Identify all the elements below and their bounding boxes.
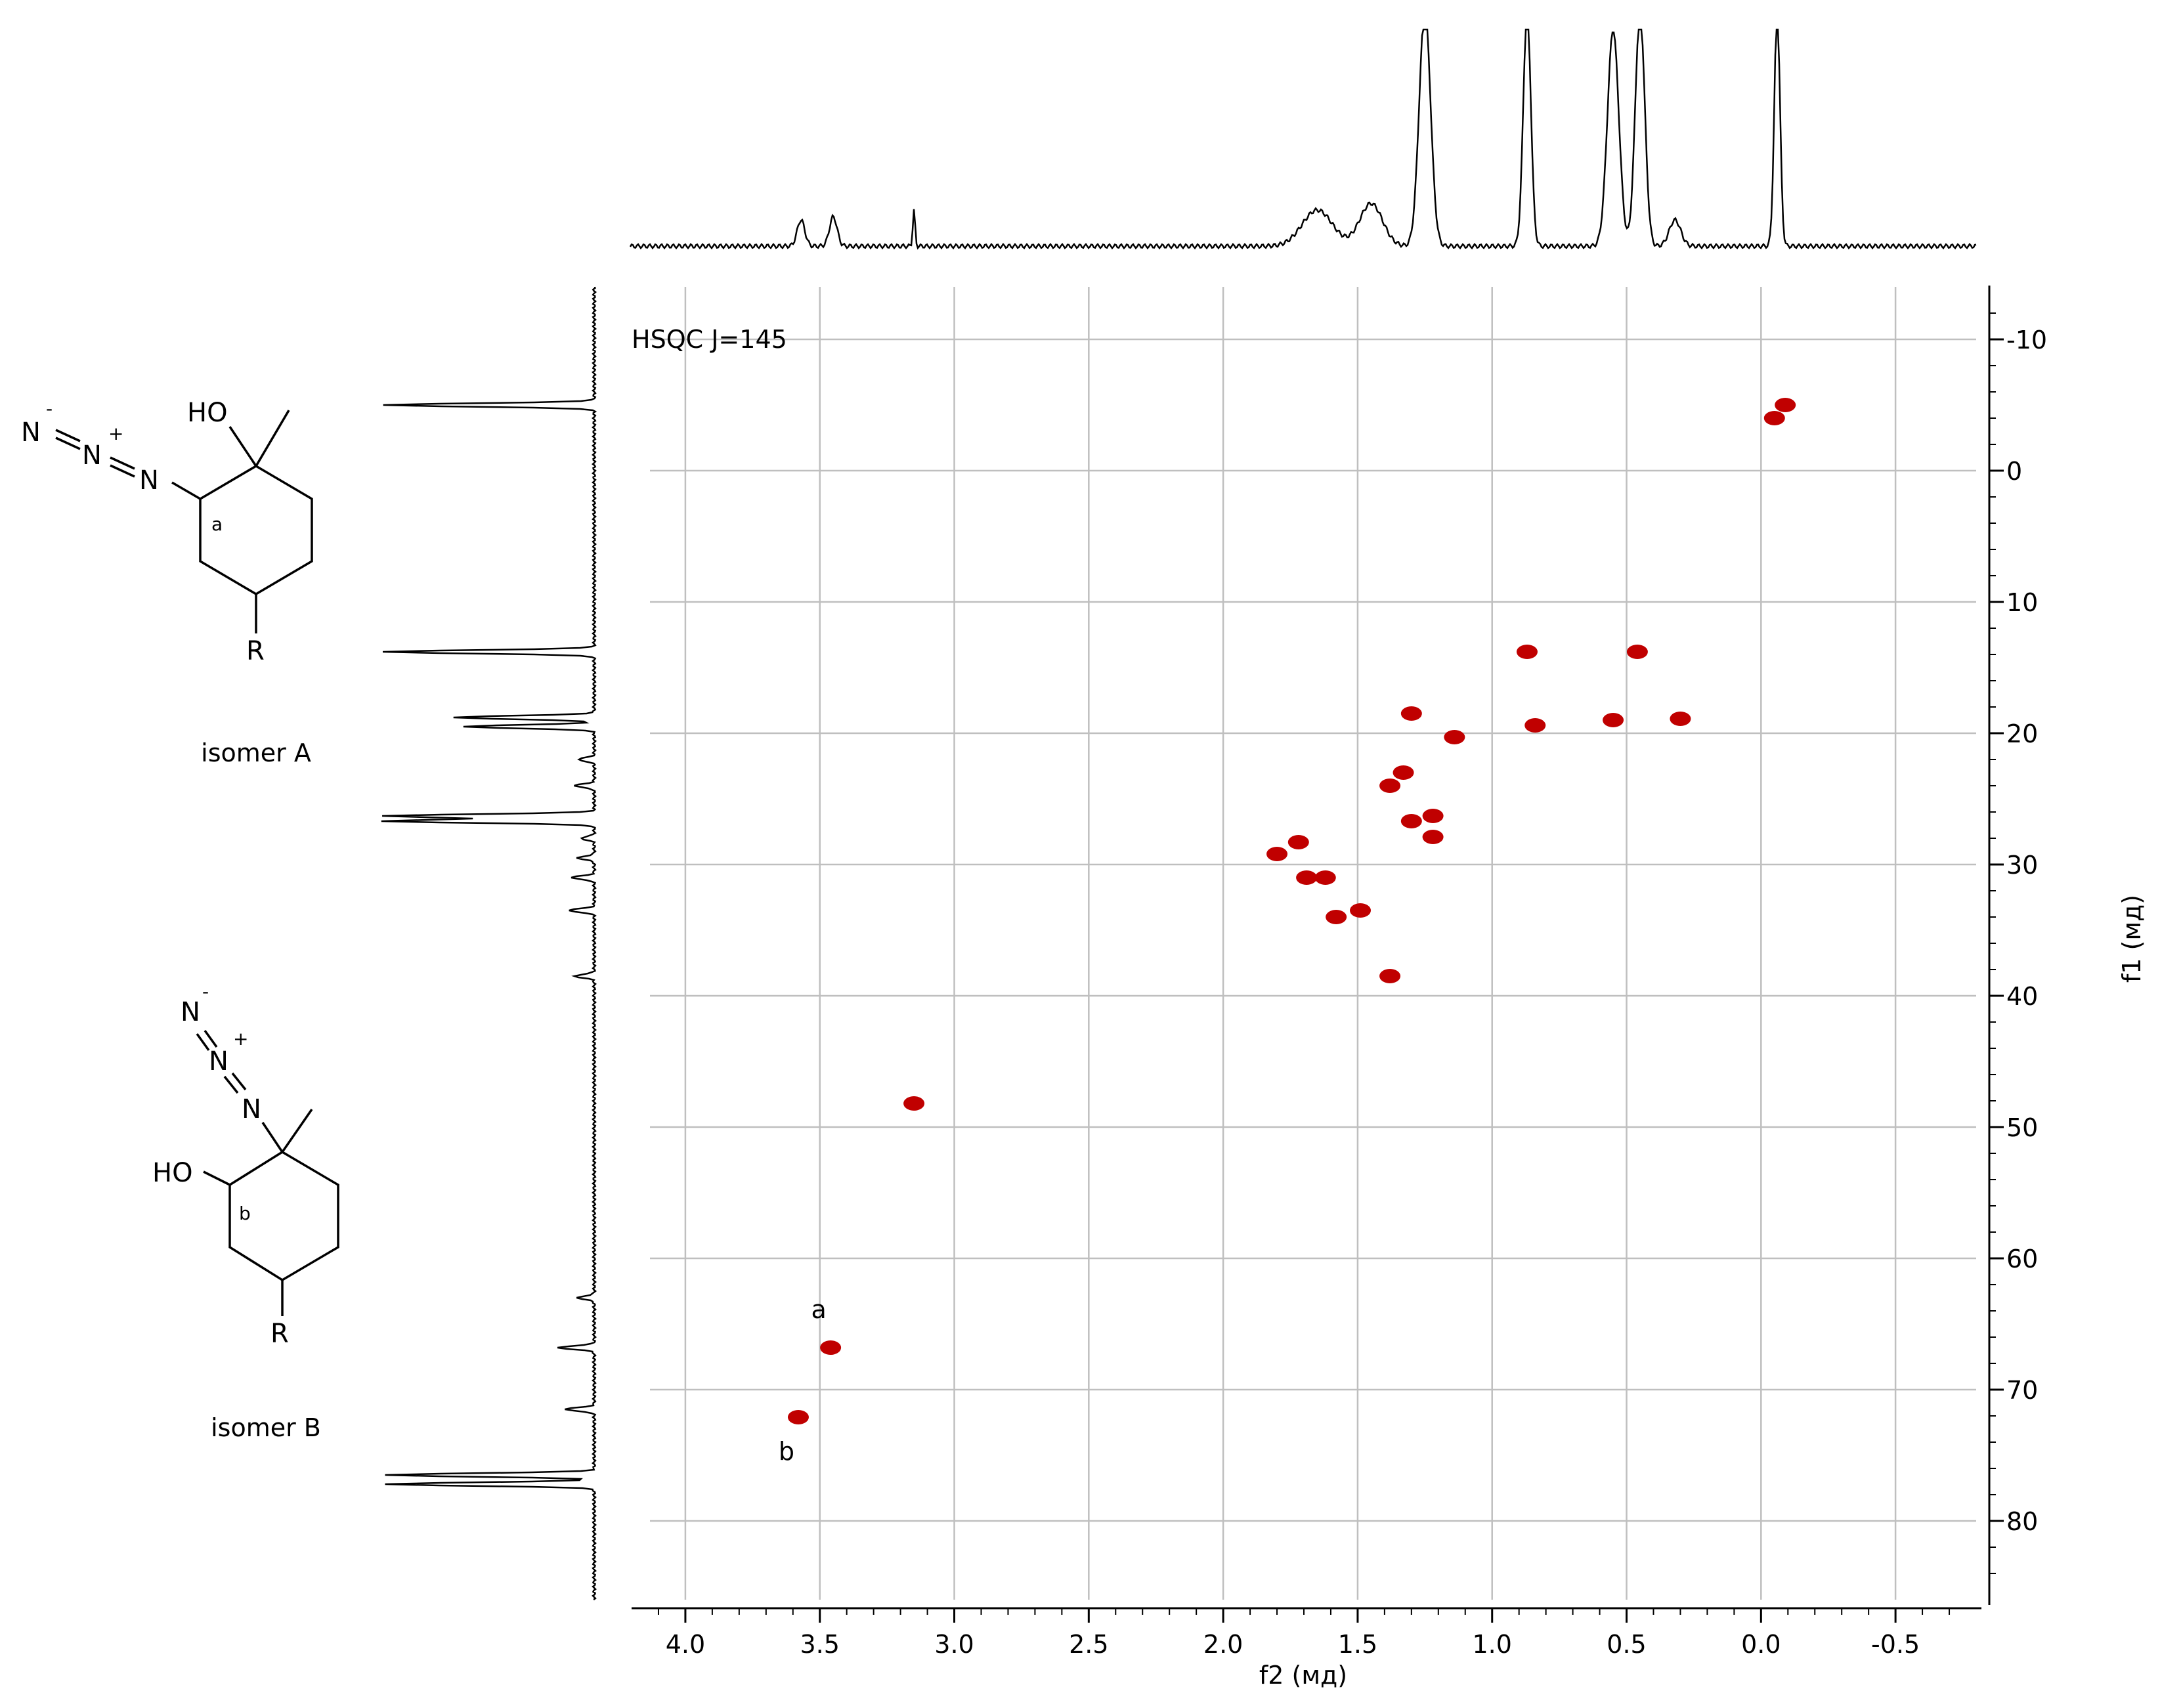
- x-tick-label-9: -0.5: [1871, 1630, 1920, 1659]
- isomer-a-r: R: [246, 636, 265, 666]
- isomer-b-n1: N: [181, 997, 200, 1027]
- cross-peaks: [787, 398, 1796, 1424]
- isomer-a-ho: HO: [187, 398, 228, 428]
- isomer-a-n3: N: [139, 465, 159, 496]
- x-tick-label-2: 3.0: [934, 1630, 974, 1659]
- y-axis-title: f1 (мд): [2117, 895, 2146, 983]
- isomer-b-methyl-bond: [281, 1109, 313, 1153]
- cross-peak-10: [1379, 779, 1401, 793]
- isomer-a-oh-bond: [228, 426, 257, 467]
- plot-grid: [650, 287, 1976, 1600]
- isomer-b-ho: HO: [152, 1158, 193, 1188]
- cross-peak-18: [1524, 718, 1546, 733]
- cross-peak-9: [1379, 969, 1401, 983]
- isomer-a-nn-bond1b: [55, 437, 81, 450]
- isomer-b-n2-charge: +: [233, 1028, 248, 1050]
- cross-peak-11: [1393, 765, 1414, 780]
- cross-peak-15: [1422, 830, 1444, 844]
- cross-peak-19: [1603, 713, 1624, 727]
- isomer-b-labels: N - N + N HO R b isomer B: [152, 981, 321, 1442]
- isomer-b-n2: N: [209, 1046, 228, 1077]
- cross-peak-1: [820, 1340, 842, 1355]
- x-tick-label-7: 0.5: [1607, 1630, 1646, 1659]
- cross-peak-21: [1670, 712, 1691, 726]
- y-tick-label-5: 40: [2006, 982, 2038, 1011]
- cross-peak-3: [1266, 847, 1288, 861]
- isomer-a-nn-bond1: [55, 429, 81, 442]
- cross-peak-14: [1422, 809, 1444, 823]
- y-tick-label-7: 60: [2006, 1245, 2038, 1273]
- cross-peak-17: [1516, 645, 1538, 659]
- isomer-a-methyl-bond: [255, 410, 290, 467]
- x-tick-label-8: 0.0: [1741, 1630, 1781, 1659]
- x-tick-label-1: 3.5: [800, 1630, 840, 1659]
- isomer-a-nn-bond2: [110, 456, 135, 470]
- cross-peak-2: [903, 1096, 925, 1111]
- isomer-b-caption: isomer B: [211, 1413, 321, 1442]
- isomer-a-structure: [55, 410, 313, 633]
- cross-peak-12: [1400, 706, 1422, 721]
- isomer-b-n1-charge: -: [202, 981, 209, 1002]
- plot-axes: 4.0 3.5 3.0 2.5 2.0 1.5 1.0 0.5 0.0 -0.5 -10 0 10 20 3…: [632, 286, 2047, 1659]
- y-tick-label-1: 0: [2006, 457, 2022, 486]
- cross-peak-8: [1350, 903, 1372, 918]
- cross-peak-0: [787, 1410, 809, 1424]
- isomer-b-oh-bond: [203, 1170, 230, 1186]
- isomer-b-n-bond: [261, 1122, 284, 1153]
- isomer-a-nn-bond2b: [110, 464, 135, 478]
- isomer-b-nn-bond2: [223, 1075, 239, 1094]
- f2-projection-spectrum: [629, 28, 1977, 250]
- isomer-a-n2: N: [82, 440, 102, 471]
- cross-peak-13: [1400, 814, 1422, 828]
- cross-peak-6: [1314, 870, 1336, 885]
- isomer-b-nn-bond1: [196, 1033, 210, 1052]
- x-axis-title: f2 (мд): [1259, 1661, 1347, 1690]
- isomer-b-n3: N: [242, 1094, 261, 1124]
- x-tick-label-6: 1.0: [1473, 1630, 1512, 1659]
- y-tick-label-8: 70: [2006, 1376, 2038, 1405]
- cross-peak-23: [1775, 398, 1796, 412]
- isomer-a-n1-charge: -: [46, 398, 53, 419]
- isomer-b-r: R: [270, 1319, 289, 1349]
- x-tick-label-4: 2.0: [1203, 1630, 1243, 1659]
- isomer-a-labels: N - N + N HO R a isomer A: [21, 398, 311, 767]
- f1-projection-spectrum: [381, 286, 597, 1601]
- isomer-a-site-label: a: [211, 513, 223, 535]
- f2-projection-trace: [629, 28, 1977, 250]
- isomer-a-caption: isomer A: [201, 738, 311, 767]
- peak-label-b: b: [779, 1437, 794, 1466]
- y-tick-label-6: 50: [2006, 1113, 2038, 1142]
- f1-projection-trace: [381, 286, 597, 1601]
- isomer-b-nn-bond1b: [204, 1029, 218, 1048]
- y-tick-label-9: 80: [2006, 1507, 2038, 1536]
- isomer-b-structure: [196, 1029, 339, 1316]
- cross-peak-20: [1626, 645, 1648, 659]
- y-tick-label-0: -10: [2006, 326, 2047, 354]
- y-tick-label-2: 10: [2006, 588, 2038, 617]
- isomer-a-n2-charge: +: [108, 423, 123, 444]
- y-tick-label-4: 30: [2006, 851, 2038, 880]
- cross-peak-16: [1444, 730, 1465, 744]
- isomer-b-nn-bond2b: [231, 1072, 247, 1091]
- cross-peak-5: [1296, 870, 1318, 885]
- isomer-a-n-bond: [171, 481, 201, 500]
- isomer-b-site-label: b: [239, 1203, 251, 1224]
- x-tick-label-5: 1.5: [1338, 1630, 1377, 1659]
- peak-annotations: ba: [779, 1295, 827, 1466]
- peak-label-a: a: [811, 1295, 826, 1324]
- chart-title: HSQC J=145: [632, 325, 787, 354]
- cross-peak-7: [1326, 910, 1347, 924]
- isomer-a-n1: N: [21, 417, 41, 448]
- y-tick-label-3: 20: [2006, 719, 2038, 748]
- cross-peak-4: [1287, 835, 1309, 849]
- x-tick-label-0: 4.0: [666, 1630, 705, 1659]
- cross-peak-22: [1763, 411, 1785, 425]
- x-tick-label-3: 2.5: [1069, 1630, 1108, 1659]
